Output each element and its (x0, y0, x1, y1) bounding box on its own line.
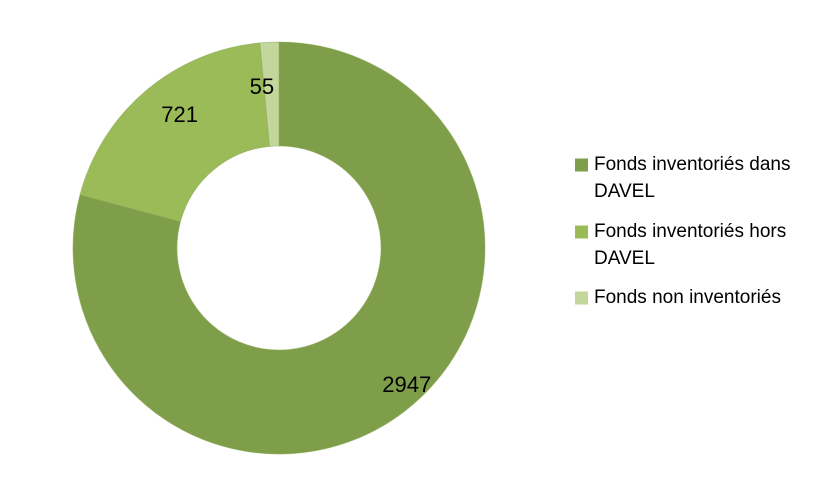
slice-outline-2 (79, 42, 270, 223)
slice-outline-1 (72, 41, 486, 455)
data-label-1: 2947 (382, 372, 431, 397)
legend-label-3-line-1: Fonds non inventoriés (594, 287, 781, 308)
legend-label-2-line-2: DAVEL (594, 248, 655, 269)
data-labels-group: 2947 721 55 (161, 74, 431, 397)
legend-label-2-line-1: Fonds inventoriés hors (594, 221, 786, 242)
legend-swatch-3 (575, 291, 588, 305)
slice-3 (259, 42, 279, 147)
data-label-2: 721 (161, 102, 198, 127)
slice-1 (73, 42, 486, 455)
legend-label-1-line-2: DAVEL (594, 181, 655, 202)
legend-swatch-2 (575, 225, 588, 239)
legend-label-1-line-1: Fonds inventoriés dans (594, 154, 790, 175)
legend: Fonds inventoriés dans DAVEL Fonds invento… (575, 154, 790, 308)
slice-outline-3 (259, 41, 280, 147)
slices-group (72, 41, 486, 455)
legend-swatch-1 (575, 158, 588, 172)
data-label-3: 55 (250, 74, 274, 99)
slice-2 (79, 42, 270, 222)
